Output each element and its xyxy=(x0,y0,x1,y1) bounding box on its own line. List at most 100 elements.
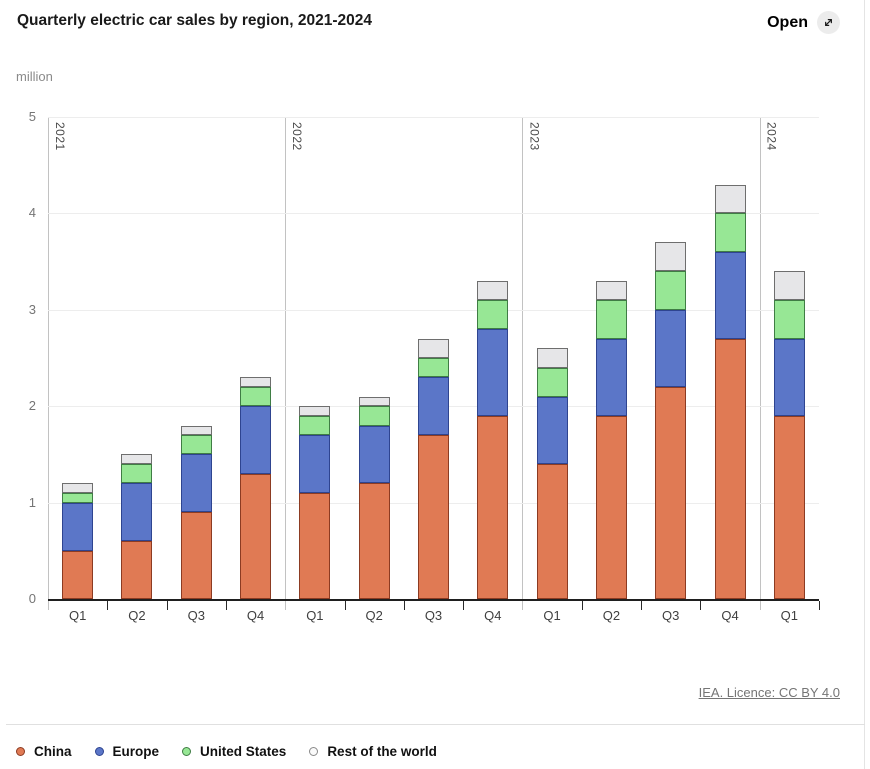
legend-item-europe[interactable]: Europe xyxy=(94,744,159,759)
bar-segment-rest-of-the-world[interactable] xyxy=(477,280,509,301)
bar-segment-rest-of-the-world[interactable] xyxy=(536,348,568,368)
bar-segment-china[interactable] xyxy=(358,483,390,599)
bar-segment-rest-of-the-world[interactable] xyxy=(240,377,272,387)
bar-segment-europe[interactable] xyxy=(536,396,568,465)
x-axis-tick xyxy=(700,601,702,610)
bar-segment-china[interactable] xyxy=(299,492,331,599)
bar-segment-rest-of-the-world[interactable] xyxy=(773,271,805,301)
bar-segment-china[interactable] xyxy=(418,435,449,599)
x-axis-tick-label: Q2 xyxy=(128,608,146,623)
bar-segment-united-states[interactable] xyxy=(240,386,272,407)
bar-segment-rest-of-the-world[interactable] xyxy=(121,454,153,465)
year-label: 2021 xyxy=(53,122,67,151)
legend-item-rest-of-the-world[interactable]: Rest of the world xyxy=(309,744,437,759)
expand-diagonal-arrow-icon[interactable] xyxy=(817,11,840,34)
bar-2023-q2 xyxy=(595,280,627,599)
bar-segment-rest-of-the-world[interactable] xyxy=(595,280,627,301)
x-axis-tick xyxy=(344,601,346,610)
bar-2021-q2 xyxy=(121,454,153,599)
bar-2022-q1 xyxy=(299,406,331,599)
bar-2021-q1 xyxy=(62,483,94,599)
bar-segment-rest-of-the-world[interactable] xyxy=(655,242,687,272)
bar-segment-united-states[interactable] xyxy=(358,406,390,426)
x-axis-tick xyxy=(641,601,643,610)
year-label: 2024 xyxy=(764,122,779,151)
x-axis-tick xyxy=(581,601,583,610)
bar-segment-united-states[interactable] xyxy=(477,300,509,330)
bar-segment-europe[interactable] xyxy=(773,338,805,416)
x-axis-tick-label: Q1 xyxy=(68,608,87,623)
bar-segment-united-states[interactable] xyxy=(536,367,568,397)
bar-segment-rest-of-the-world[interactable] xyxy=(180,425,212,436)
bar-segment-rest-of-the-world[interactable] xyxy=(418,338,449,359)
bar-segment-europe[interactable] xyxy=(299,435,331,493)
legend-label: Rest of the world xyxy=(327,744,437,759)
bar-segment-europe[interactable] xyxy=(121,483,153,542)
bar-segment-china[interactable] xyxy=(595,415,627,599)
x-axis-tick-label: Q2 xyxy=(365,608,383,623)
legend-item-china[interactable]: China xyxy=(16,744,72,759)
bar-segment-united-states[interactable] xyxy=(121,464,153,484)
bar-2023-q3 xyxy=(655,242,687,599)
year-separator-line xyxy=(522,117,524,610)
bar-segment-china[interactable] xyxy=(240,473,272,599)
bar-segment-rest-of-the-world[interactable] xyxy=(62,483,94,493)
bar-segment-europe[interactable] xyxy=(240,406,272,474)
open-button[interactable]: Open xyxy=(767,11,840,34)
y-axis-tick-label: 1 xyxy=(28,494,36,510)
bar-segment-united-states[interactable] xyxy=(714,213,746,252)
bar-segment-united-states[interactable] xyxy=(418,358,449,378)
x-axis-tick-label: Q3 xyxy=(187,608,205,623)
chart-title: Quarterly electric car sales by region, … xyxy=(17,12,372,29)
bar-segment-united-states[interactable] xyxy=(299,415,331,436)
bar-segment-europe[interactable] xyxy=(714,251,746,339)
x-axis-tick-label: Q4 xyxy=(246,608,265,623)
year-separator-line xyxy=(759,117,761,610)
y-axis-tick-label: 3 xyxy=(28,301,36,317)
bar-segment-china[interactable] xyxy=(62,550,94,599)
x-axis-tick-label: Q1 xyxy=(780,608,798,623)
license-link[interactable]: IEA. Licence: CC BY 4.0 xyxy=(698,685,840,700)
x-axis-tick xyxy=(403,601,405,610)
bar-segment-china[interactable] xyxy=(536,464,568,599)
bar-segment-europe[interactable] xyxy=(477,329,509,416)
legend-marker-united-states-icon xyxy=(182,747,192,756)
x-axis-tick-label: Q2 xyxy=(602,608,621,623)
year-label: 2023 xyxy=(527,122,542,151)
bar-segment-china[interactable] xyxy=(655,386,687,599)
bar-segment-united-states[interactable] xyxy=(62,493,94,503)
bar-2022-q4 xyxy=(477,280,509,599)
page-edge-line xyxy=(864,0,865,769)
bar-2021-q3 xyxy=(180,425,212,599)
x-axis-tick xyxy=(225,601,227,610)
bar-segment-europe[interactable] xyxy=(595,338,627,416)
plot-area xyxy=(48,117,819,601)
bar-segment-china[interactable] xyxy=(121,541,153,599)
bar-segment-united-states[interactable] xyxy=(773,300,805,339)
year-separator-line xyxy=(48,117,49,610)
bar-segment-united-states[interactable] xyxy=(180,435,212,455)
bar-segment-china[interactable] xyxy=(714,338,746,599)
bar-segment-europe[interactable] xyxy=(358,425,390,484)
bar-segment-europe[interactable] xyxy=(655,309,687,387)
legend-item-united-states[interactable]: United States xyxy=(182,744,286,759)
x-axis-tick-label: Q4 xyxy=(484,608,502,623)
bar-segment-united-states[interactable] xyxy=(655,271,687,310)
x-axis-tick-label: Q1 xyxy=(543,608,561,623)
bar-2022-q2 xyxy=(358,396,390,599)
x-axis-tick-label: Q3 xyxy=(424,608,443,623)
bar-segment-china[interactable] xyxy=(180,512,212,599)
x-axis-tick-label: Q3 xyxy=(662,608,680,623)
bar-segment-europe[interactable] xyxy=(418,377,449,436)
bar-segment-china[interactable] xyxy=(477,415,509,599)
year-label: 2022 xyxy=(290,122,305,151)
bar-segment-europe[interactable] xyxy=(62,502,94,551)
bar-segment-rest-of-the-world[interactable] xyxy=(299,406,331,416)
bar-2022-q3 xyxy=(418,338,449,599)
bar-segment-united-states[interactable] xyxy=(595,300,627,339)
bar-segment-europe[interactable] xyxy=(180,454,212,513)
bar-segment-rest-of-the-world[interactable] xyxy=(358,396,390,407)
bar-segment-china[interactable] xyxy=(773,415,805,599)
bar-segment-rest-of-the-world[interactable] xyxy=(714,184,746,214)
